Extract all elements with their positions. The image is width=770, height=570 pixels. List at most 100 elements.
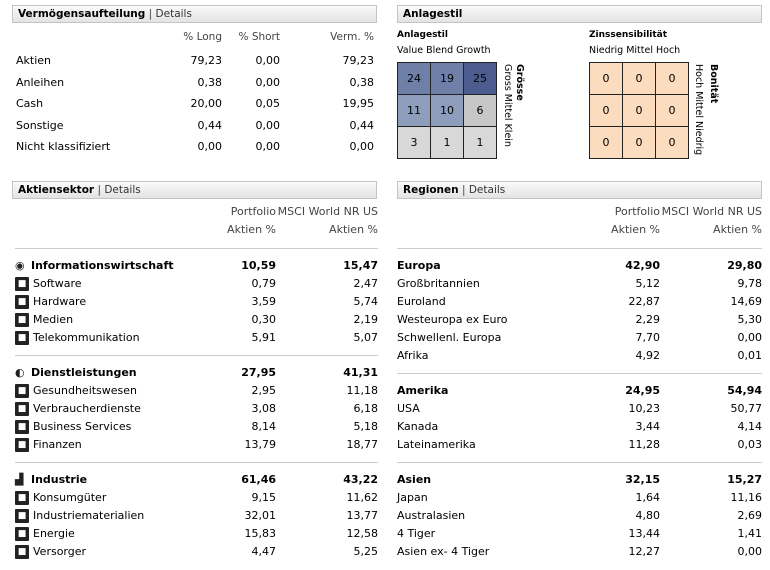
equity-style-cell: 1: [431, 127, 463, 158]
software-icon: ■: [15, 277, 29, 291]
sector-group-value-a: 10,59: [241, 259, 276, 272]
bond-style-side-labels: Hoch Mittel Niedrig: [693, 64, 704, 156]
sector-item-name: Versorger: [33, 545, 87, 558]
sector-group-divider: [15, 462, 378, 463]
region-item-label: Großbritannien: [397, 275, 480, 293]
sector-col-a-sub: Aktien %: [227, 223, 276, 236]
region-item-row: Afrika 4,92 0,01: [397, 347, 762, 365]
sector-item-value-a: 3,59: [251, 295, 277, 308]
bond-style-cell: 0: [590, 127, 622, 158]
sector-rule: [15, 248, 378, 249]
equity-style-cell: 19: [431, 63, 463, 94]
sector-item-value-a: 0,30: [251, 313, 277, 326]
region-item-name: 4 Tiger: [397, 527, 436, 540]
sector-item-row: ■ Energie 15,83 12,58: [15, 525, 378, 543]
region-group-value-b: 15,27: [727, 473, 762, 486]
alloc-row-label: Aktien: [16, 54, 52, 67]
region-item-label: Afrika: [397, 347, 429, 365]
sector-item-row: ■ Telekommunikation 5,91 5,07: [15, 329, 378, 347]
sector-group-name: Industrie: [31, 473, 88, 486]
alloc-row-label: Sonstige: [16, 118, 64, 132]
alloc-details-link[interactable]: Details: [155, 8, 192, 20]
industry-icon: ▟: [15, 473, 24, 486]
finance-icon: ■: [15, 438, 29, 452]
sector-item-value-a: 2,95: [251, 384, 277, 397]
bond-style-cell: 0: [590, 95, 622, 126]
hardware-icon: ■: [15, 295, 29, 309]
sector-item-label: ■ Medien: [15, 311, 73, 329]
region-item-name: Großbritannien: [397, 277, 480, 290]
region-item-value-a: 10,23: [628, 402, 661, 415]
sector-item-value-b: 5,25: [353, 545, 379, 558]
region-item-value-b: 0,00: [737, 331, 763, 344]
region-item-name: Australasien: [397, 509, 466, 522]
region-group-row: Amerika 24,95 54,94: [397, 382, 762, 400]
alloc-cell: 79,23: [190, 54, 223, 67]
region-item-label: 4 Tiger: [397, 525, 435, 543]
sector-title: Aktiensektor: [18, 184, 95, 196]
sector-item-value-b: 12,58: [346, 527, 379, 540]
region-item-value-b: 5,30: [737, 313, 763, 326]
health-icon: ■: [15, 384, 29, 398]
alloc-row-label: Cash: [16, 97, 44, 110]
sector-item-row: ■ Versorger 4,47 5,25: [15, 543, 378, 561]
materials-icon: ■: [15, 509, 29, 523]
sector-group-row: ▟ Industrie 61,46 43,22: [15, 471, 378, 489]
region-item-name: Euroland: [397, 295, 446, 308]
sector-item-label: ■ Energie: [15, 525, 75, 543]
sector-item-name: Industriematerialien: [33, 509, 145, 522]
region-group-name: Europa: [397, 259, 441, 272]
regions-header: Regionen | Details: [397, 181, 762, 199]
sector-item-label: ■ Gesundheitswesen: [15, 382, 137, 400]
region-item-row: Euroland 22,87 14,69: [397, 293, 762, 311]
bond-style-cell: 0: [590, 63, 622, 94]
region-item-value-b: 0,00: [737, 545, 763, 558]
region-col-b-sub: Aktien %: [713, 223, 762, 236]
sector-group-divider: [15, 355, 378, 356]
sector-group-name: Dienstleistungen: [31, 366, 137, 379]
region-item-value-a: 22,87: [628, 295, 661, 308]
regions-details-link[interactable]: Details: [468, 184, 506, 196]
region-item-name: Afrika: [397, 349, 429, 362]
sector-item-name: Gesundheitswesen: [33, 384, 138, 397]
sector-details-link[interactable]: Details: [104, 184, 141, 196]
sector-group-name: Informationswirtschaft: [31, 259, 174, 272]
sector-item-value-a: 5,91: [251, 331, 277, 344]
region-item-row: Asien ex- 4 Tiger 12,27 0,00: [397, 543, 762, 561]
region-item-value-b: 4,14: [737, 420, 763, 433]
sector-item-value-b: 5,74: [353, 295, 379, 308]
region-item-value-a: 4,92: [635, 349, 661, 362]
alloc-col-header: % Short: [238, 31, 281, 43]
bond-style-title: Zinssensibilität: [589, 30, 668, 40]
sector-item-value-a: 4,47: [251, 545, 277, 558]
region-item-name: USA: [397, 402, 420, 415]
sector-group-value-b: 41,31: [343, 366, 378, 379]
sector-item-value-a: 9,15: [251, 491, 277, 504]
consumer-goods-icon: ■: [15, 491, 29, 505]
region-item-row: Kanada 3,44 4,14: [397, 418, 762, 436]
region-item-label: Kanada: [397, 418, 438, 436]
region-item-label: Asien ex- 4 Tiger: [397, 543, 489, 561]
sector-item-row: ■ Verbraucherdienste 3,08 6,18: [15, 400, 378, 418]
region-group-value-a: 42,90: [625, 259, 660, 272]
sector-item-label: ■ Industriematerialien: [15, 507, 144, 525]
sector-group-label: ▟ Industrie: [15, 471, 87, 489]
alloc-cell: 0,00: [255, 54, 281, 67]
sector-item-value-b: 5,07: [353, 331, 379, 344]
bond-style-cell: 0: [656, 63, 688, 94]
region-group-row: Asien 32,15 15,27: [397, 471, 762, 489]
alloc-cell: 0,00: [197, 140, 223, 153]
sector-item-name: Hardware: [33, 295, 87, 308]
sector-group-value-b: 15,47: [343, 259, 378, 272]
region-item-row: Westeuropa ex Euro 2,29 5,30: [397, 311, 762, 329]
sector-table: Portfolio MSCI World NR US Aktien % Aktien …: [15, 203, 378, 563]
region-item-value-a: 3,44: [635, 420, 661, 433]
sector-item-value-b: 11,62: [346, 491, 379, 504]
region-item-value-a: 12,27: [628, 545, 661, 558]
region-item-value-a: 11,28: [628, 438, 661, 451]
alloc-cell: 0,44: [197, 118, 223, 132]
region-group-label: Europa: [397, 257, 441, 275]
sector-item-label: ■ Verbraucherdienste: [15, 400, 141, 418]
region-item-name: Westeuropa ex Euro: [397, 313, 508, 326]
